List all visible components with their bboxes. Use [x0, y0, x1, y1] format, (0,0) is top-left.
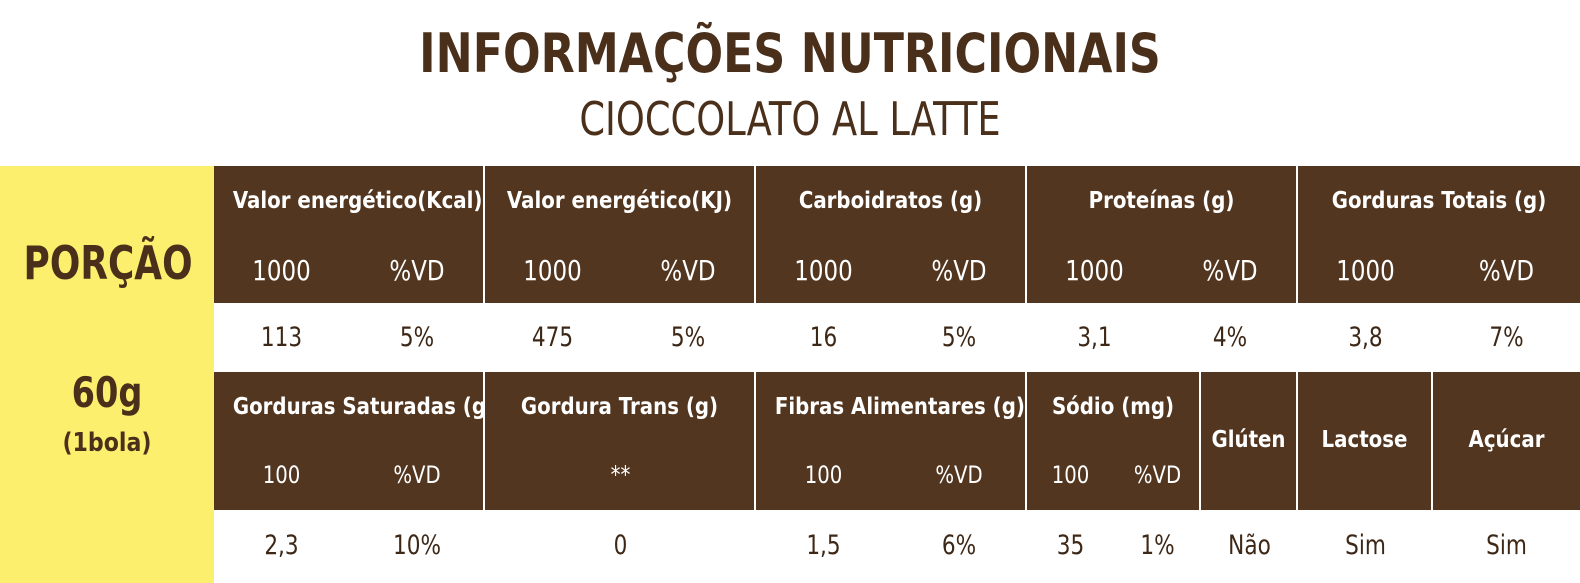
- nutrient-name: Sódio (mg): [1051, 394, 1175, 420]
- value-energy-kcal: 113: [260, 322, 303, 353]
- header-gluten: Glúten: [1201, 372, 1298, 510]
- value-total-fat: 3,8: [1348, 322, 1383, 353]
- value-sodium-vd: 1%: [1140, 530, 1175, 561]
- value-energy-kj: 475: [531, 322, 574, 353]
- nutrient-name: Valor energético(Kcal): [232, 188, 483, 214]
- value-proteins-vd: 4%: [1212, 322, 1248, 353]
- value-dietary-fiber: 1,5: [806, 530, 841, 561]
- sub-header-note: **: [610, 461, 631, 489]
- value-sugar: Sim: [1486, 530, 1527, 561]
- sub-header-amount: 1000: [1065, 254, 1124, 287]
- value-lactose: Sim: [1345, 530, 1386, 561]
- sub-header-amount: 100: [1051, 461, 1090, 489]
- header-sugar: Açúcar: [1433, 372, 1580, 510]
- sub-header-vd: %VD: [1133, 461, 1182, 489]
- header-trans-fat: Gordura Trans (g) **: [485, 372, 756, 510]
- header-lactose: Lactose: [1298, 372, 1433, 510]
- header-carbohydrates: Carboidratos (g) 1000 %VD: [756, 166, 1027, 303]
- nutrient-name: Açúcar: [1468, 427, 1545, 453]
- value-gluten: Não: [1228, 530, 1271, 561]
- portion-panel: PORÇÃO 60g (1bola): [0, 166, 214, 583]
- value-trans-fat: 0: [613, 530, 628, 561]
- header-energy-kcal: Valor energético(Kcal) 1000 %VD: [214, 166, 485, 303]
- nutrient-name: Gorduras Totais (g): [1331, 188, 1547, 214]
- portion-unit: (1bola): [62, 428, 152, 458]
- header-saturated-fat: Gorduras Saturadas (g) 100 %VD: [214, 372, 496, 510]
- nutrient-name: Glúten: [1211, 427, 1286, 453]
- header-total-fat: Gorduras Totais (g) 1000 %VD: [1298, 166, 1580, 303]
- sub-header-vd: %VD: [389, 254, 445, 287]
- sub-header-amount: 100: [804, 461, 843, 489]
- sub-header-vd: %VD: [1478, 254, 1535, 287]
- sub-header-amount: 1000: [523, 254, 582, 287]
- sub-header-amount: 1000: [794, 254, 853, 287]
- value-carbohydrates: 16: [809, 322, 838, 353]
- nutrient-name: Lactose: [1321, 427, 1408, 453]
- nutrient-name: Valor energético(KJ): [506, 188, 733, 214]
- value-proteins: 3,1: [1077, 322, 1112, 353]
- value-total-fat-vd: 7%: [1489, 322, 1524, 353]
- sub-header-amount: 1000: [1336, 254, 1395, 287]
- portion-amount: 60g: [71, 368, 143, 417]
- value-carbohydrates-vd: 5%: [941, 322, 977, 353]
- sub-header-vd: %VD: [935, 461, 983, 489]
- value-energy-kcal-vd: 5%: [399, 322, 435, 353]
- sub-header-vd: %VD: [393, 461, 441, 489]
- sub-header-amount: 100: [262, 461, 301, 489]
- portion-label: PORÇÃO: [23, 236, 193, 290]
- value-energy-kj-vd: 5%: [670, 322, 706, 353]
- nutrient-name: Carboidratos (g): [798, 188, 983, 214]
- nutrient-name: Fibras Alimentares (g): [774, 394, 1025, 420]
- header-sodium: Sódio (mg) 100 %VD: [1027, 372, 1201, 510]
- nutrient-name: Gorduras Saturadas (g): [232, 394, 496, 420]
- sub-header-vd: %VD: [931, 254, 987, 287]
- page-title: INFORMAÇÕES NUTRICIONAIS: [419, 22, 1161, 85]
- value-dietary-fiber-vd: 6%: [941, 530, 977, 561]
- sub-header-amount: 1000: [252, 254, 311, 287]
- nutrient-name: Proteínas (g): [1088, 188, 1235, 214]
- header-proteins: Proteínas (g) 1000 %VD: [1027, 166, 1298, 303]
- sub-header-vd: %VD: [660, 254, 716, 287]
- product-subtitle: CIOCCOLATO AL LATTE: [579, 92, 1001, 146]
- nutrient-name: Gordura Trans (g): [520, 394, 719, 420]
- value-sodium: 35: [1056, 530, 1085, 561]
- value-saturated-fat: 2,3: [264, 530, 299, 561]
- sub-header-vd: %VD: [1202, 254, 1258, 287]
- header-dietary-fiber: Fibras Alimentares (g) 100 %VD: [756, 372, 1027, 510]
- header-energy-kj: Valor energético(KJ) 1000 %VD: [485, 166, 756, 303]
- value-saturated-fat-vd: 10%: [392, 530, 441, 561]
